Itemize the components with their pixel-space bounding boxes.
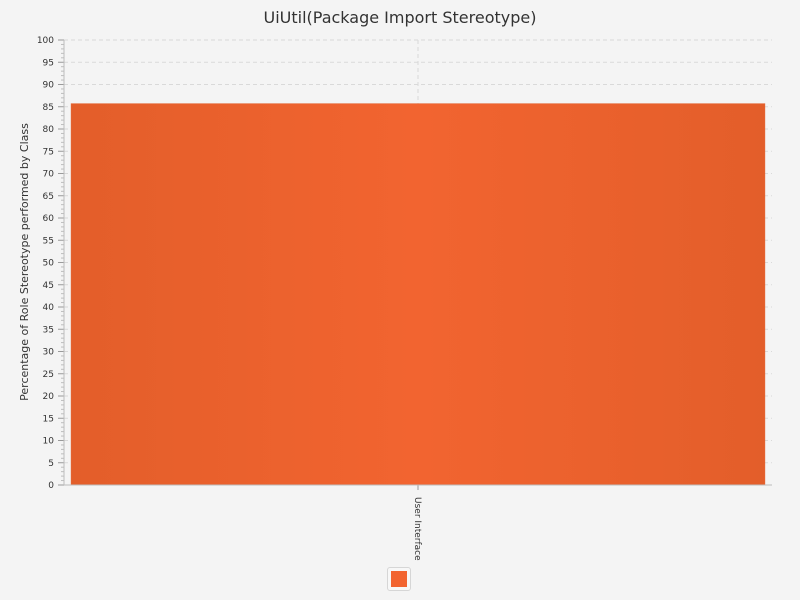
axes: 0 5 10 15 20 25 30 35 40 45 50 55 60 65 70 75 80 85 90 95 10…	[37, 36, 772, 561]
bar	[70, 103, 766, 486]
y-tick-label: 70	[43, 170, 55, 180]
y-tick-label: 50	[43, 259, 55, 269]
y-tick-label: 10	[43, 437, 55, 447]
y-tick-label: 85	[43, 103, 54, 113]
y-tick-label: 60	[43, 214, 55, 224]
chart-title: UiUtil(Package Import Stereotype)	[264, 8, 537, 27]
y-tick-label: 35	[43, 325, 54, 335]
y-tick-label: 20	[43, 392, 55, 402]
y-tick-label: 0	[48, 481, 54, 491]
y-tick-label: 55	[43, 236, 54, 246]
y-tick-label: 65	[43, 192, 54, 202]
y-tick-label: 45	[43, 281, 54, 291]
legend-swatch	[391, 571, 407, 587]
y-tick-label: 15	[43, 414, 54, 424]
y-tick-label: 30	[43, 348, 55, 358]
bar-series	[70, 103, 766, 486]
y-tick-label: 95	[43, 58, 54, 68]
y-tick-label: 5	[48, 459, 54, 469]
legend	[387, 567, 411, 591]
y-axis-title: Percentage of Role Stereotype performed …	[18, 123, 31, 401]
y-tick-label: 40	[43, 303, 55, 313]
y-tick-label: 75	[43, 147, 54, 157]
y-tick-label: 80	[43, 125, 55, 135]
y-tick-label: 100	[37, 36, 54, 46]
y-tick-label: 25	[43, 370, 54, 380]
y-tick-label: 90	[43, 81, 55, 91]
x-tick-label: User Interface	[412, 497, 422, 561]
